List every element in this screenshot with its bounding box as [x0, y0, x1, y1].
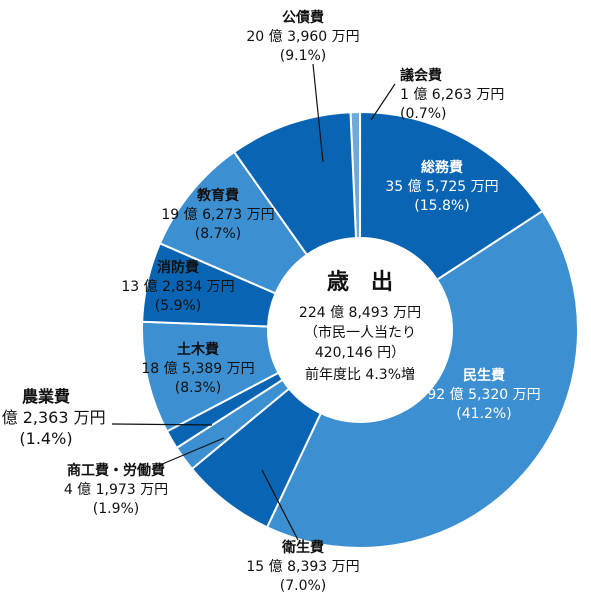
slice-label-shoko: 商工費・労働費 4 億 1,973 万円 (1.9%)	[64, 462, 168, 517]
slice-label-gikai: 議会費 1 億 6,263 万円 (0.7%)	[400, 67, 504, 122]
slice-label-shobo: 消防費 13 億 2,834 万円 (5.9%)	[121, 259, 234, 314]
slice-label-amount-eisei: 15 億 8,393 万円	[246, 559, 359, 575]
leader-line-gikai	[370, 83, 396, 121]
center-yoy-change: 前年度比 4.3%増	[305, 366, 415, 383]
slice-somu	[359, 110, 545, 282]
slice-label-percent-kyoiku: (8.7%)	[195, 226, 242, 242]
center-title: 歳 出	[327, 270, 393, 295]
center-label: 歳 出 224 億 8,493 万円 （市民一人当たり 420,146 円） 前…	[299, 270, 421, 383]
slice-label-name-nogyo: 農業費	[22, 387, 70, 406]
slice-label-name-doboku: 土木費	[177, 341, 219, 358]
leader-line-eisei	[261, 469, 299, 541]
slice-label-kyoiku: 教育費 19 億 6,273 万円 (8.7%)	[161, 187, 274, 242]
slice-label-percent-doboku: (8.3%)	[175, 380, 222, 396]
leader-line-shoko	[159, 437, 225, 466]
slice-label-kosai: 公債費 20 億 3,960 万円 (9.1%)	[246, 9, 359, 64]
slice-label-amount-kyoiku: 19 億 6,273 万円	[161, 207, 274, 223]
slice-label-amount-shobo: 13 億 2,834 万円	[121, 279, 234, 295]
slice-label-amount-somu: 35 億 5,725 万円	[385, 179, 498, 195]
slice-minsei	[265, 209, 579, 549]
center-per-capita-label: （市民一人当たり	[304, 324, 416, 341]
slice-label-name-gikai: 議会費	[400, 67, 442, 84]
slice-kosai	[232, 111, 358, 257]
slice-label-name-kosai: 公債費	[282, 9, 324, 26]
slice-label-percent-minsei: (41.2%)	[456, 406, 511, 422]
slice-label-percent-somu: (15.8%)	[414, 198, 469, 214]
leader-line-nogyo	[111, 423, 213, 426]
slice-label-name-shoko: 商工費・労働費	[67, 462, 165, 479]
slice-label-doboku: 土木費 18 億 5,389 万円 (8.3%)	[141, 341, 254, 396]
slice-label-name-minsei: 民生費	[463, 367, 505, 384]
slice-label-amount-kosai: 20 億 3,960 万円	[246, 29, 359, 45]
slice-label-percent-shobo: (5.9%)	[155, 298, 202, 314]
slice-label-percent-gikai: (0.7%)	[400, 106, 447, 122]
slice-label-nogyo: 農業費 3 億 2,363 万円 (1.4%)	[0, 387, 106, 448]
slice-labels: 議会費 1 億 6,263 万円 (0.7%) 総務費 35 億 5,725 万円 (15…	[0, 9, 541, 594]
slice-label-percent-nogyo: (1.4%)	[19, 429, 72, 448]
slice-label-somu: 総務費 35 億 5,725 万円 (15.8%)	[385, 159, 498, 214]
slice-label-minsei: 民生費 92 億 5,320 万円 (41.2%)	[427, 367, 540, 422]
slice-label-name-somu: 総務費	[421, 159, 463, 176]
slice-label-name-shobo: 消防費	[157, 259, 199, 276]
center-total: 224 億 8,493 万円	[299, 305, 421, 321]
slice-label-percent-shoko: (1.9%)	[93, 501, 140, 517]
slice-label-amount-shoko: 4 億 1,973 万円	[64, 482, 168, 498]
center-per-capita-value: 420,146 円）	[315, 345, 405, 361]
donut-slices	[141, 110, 579, 549]
leader-lines	[111, 63, 396, 541]
slice-label-amount-gikai: 1 億 6,263 万円	[400, 87, 504, 103]
slice-label-name-kyoiku: 教育費	[197, 187, 239, 204]
slice-label-percent-kosai: (9.1%)	[280, 48, 327, 64]
slice-label-eisei: 衛生費 15 億 8,393 万円 (7.0%)	[246, 539, 359, 594]
slice-label-amount-nogyo: 3 億 2,363 万円	[0, 408, 106, 427]
slice-label-amount-doboku: 18 億 5,389 万円	[141, 361, 254, 377]
slice-label-percent-eisei: (7.0%)	[280, 578, 327, 594]
slice-label-amount-minsei: 92 億 5,320 万円	[427, 387, 540, 403]
slice-label-name-eisei: 衛生費	[281, 539, 324, 556]
leader-line-kosai	[312, 63, 324, 163]
